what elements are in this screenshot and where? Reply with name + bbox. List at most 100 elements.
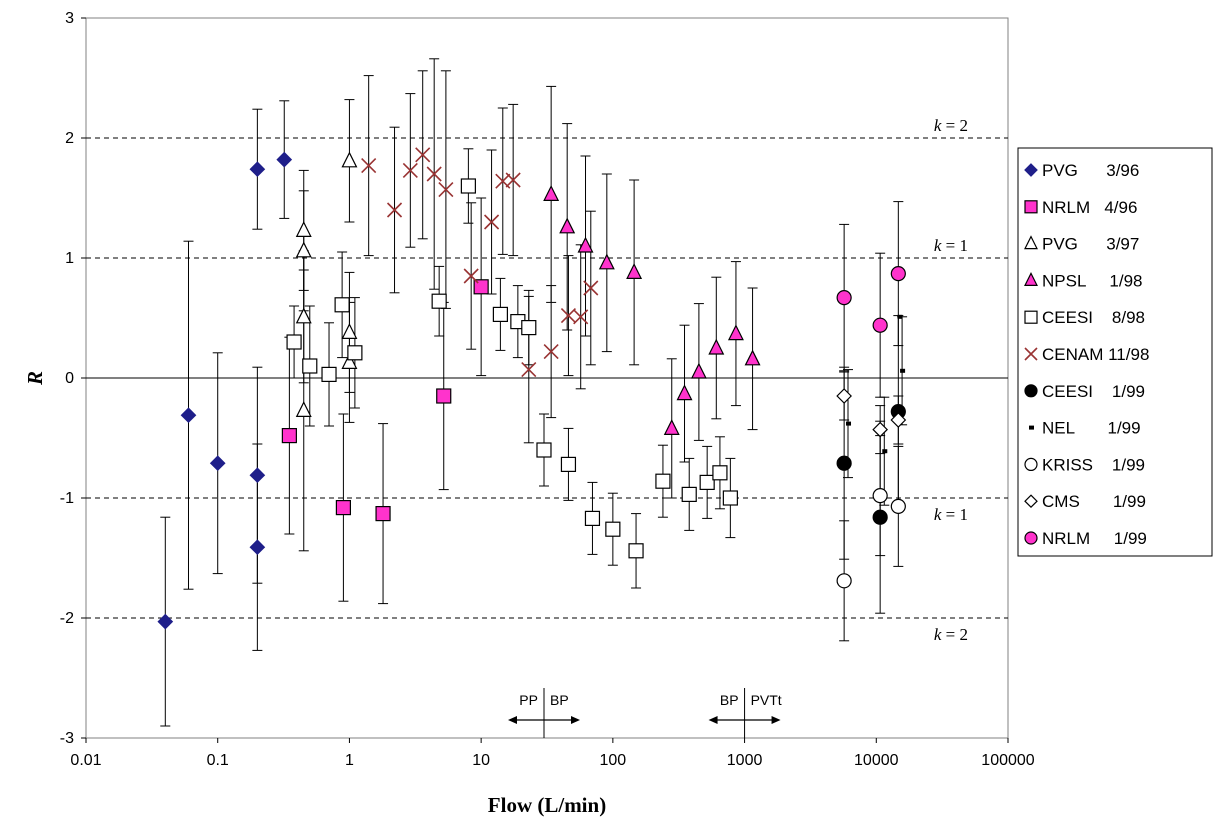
data-point	[744, 349, 761, 366]
data-point	[321, 366, 337, 382]
data-point	[836, 388, 852, 404]
y-tick-label: 1	[65, 250, 74, 267]
k-label-symbol: k	[934, 625, 942, 644]
data-point	[699, 474, 715, 490]
data-point	[209, 455, 226, 472]
x-tick-label: 1	[345, 752, 354, 769]
data-point	[295, 307, 312, 324]
legend-label: NRLM 4/96	[1042, 198, 1137, 217]
legend-label: CENAM 11/98	[1042, 345, 1149, 364]
data-point	[722, 490, 738, 506]
grid-lines	[86, 137, 1008, 619]
data-point	[836, 290, 852, 306]
data-point	[341, 323, 358, 339]
annotation-arrowhead-left	[708, 716, 718, 724]
data-point	[626, 263, 643, 279]
legend-marker	[1029, 425, 1034, 430]
data-point	[900, 368, 906, 373]
data-point	[426, 166, 442, 182]
legend-label: KRISS 1/99	[1042, 455, 1145, 474]
data-point	[577, 236, 594, 253]
data-point	[276, 151, 293, 168]
data-point	[727, 324, 744, 341]
legend-label: NRLM 1/99	[1042, 529, 1147, 548]
data-point	[286, 334, 302, 350]
data-point	[431, 293, 447, 309]
data-point	[676, 384, 693, 401]
legend-label: CEESI 1/99	[1042, 382, 1145, 401]
legend-marker	[1024, 163, 1038, 177]
data-point	[295, 221, 312, 237]
legend-marker	[1024, 272, 1038, 286]
legend-label: NPSL 1/98	[1042, 271, 1142, 290]
data-point	[463, 268, 479, 284]
legend-box	[1017, 147, 1213, 557]
data-point	[897, 314, 903, 319]
data-point	[573, 309, 589, 325]
legend-marker	[1024, 384, 1038, 398]
data-point	[334, 297, 350, 313]
y-tick-label: -2	[60, 610, 74, 627]
data-point	[836, 573, 852, 589]
data-point	[361, 158, 377, 174]
annotation-right-label: BP	[550, 692, 569, 708]
y-axis-title: R	[23, 371, 47, 386]
data-point	[598, 253, 615, 270]
data-point	[281, 428, 297, 444]
legend-marker	[1024, 200, 1038, 214]
annotation-arrowhead-right	[771, 716, 781, 724]
data-point	[712, 465, 728, 481]
k-label-value: = 2	[941, 116, 968, 135]
data-point	[375, 506, 391, 522]
data-point	[436, 388, 452, 404]
y-tick-label: -3	[60, 730, 74, 747]
x-tick-label: 10	[472, 752, 490, 769]
data-point	[708, 338, 725, 355]
k-label-value: = 2	[941, 625, 968, 644]
data-point	[347, 345, 363, 361]
data-point	[335, 500, 352, 516]
y-tick-label: -1	[60, 490, 74, 507]
annotation-left-label: PP	[519, 692, 538, 708]
data-point	[690, 362, 707, 379]
legend-marker	[1024, 457, 1038, 471]
k-label: k = 2	[934, 116, 968, 135]
k-label: k = 1	[934, 505, 968, 524]
data-point	[890, 498, 906, 514]
k-label-symbol: k	[934, 236, 942, 255]
data-point	[655, 473, 671, 489]
data-point	[890, 266, 906, 282]
legend-marker	[1024, 494, 1038, 509]
axis-ticks: -3 -2 -1 0 1 2 3 0.01 0.1 1 10 100 1000 10000 100000	[60, 10, 1035, 769]
data-point	[543, 344, 559, 360]
legend: PVG 3/96 NRLM 4/96 PVG 3/97 NPSL 1/98 CEESI …	[1017, 147, 1213, 557]
regime-annotations: PP BP BP PVTt	[507, 688, 782, 738]
data-point	[180, 407, 197, 424]
x-tick-label: 0.01	[70, 752, 101, 769]
data-point	[882, 449, 888, 454]
data-point	[872, 421, 889, 438]
data-point	[302, 358, 318, 374]
data-point	[872, 317, 888, 333]
data-point	[872, 488, 888, 504]
legend-marker	[1024, 347, 1038, 361]
data-point	[559, 217, 576, 234]
data-point	[628, 543, 644, 559]
data-markers	[157, 147, 907, 630]
data-point	[438, 182, 454, 198]
data-point	[583, 280, 599, 296]
data-point	[415, 147, 431, 163]
legend-label: PVG 3/96	[1042, 161, 1139, 180]
k-label-value: = 1	[941, 236, 968, 255]
data-point	[249, 467, 266, 484]
data-point	[484, 214, 500, 230]
data-point	[505, 172, 521, 188]
data-point	[560, 308, 577, 324]
k-label-value: = 1	[941, 505, 968, 524]
data-point	[560, 456, 577, 472]
x-tick-label: 100	[600, 752, 627, 769]
x-tick-label: 10000	[854, 752, 899, 769]
x-tick-label: 0.1	[207, 752, 229, 769]
k-label-symbol: k	[934, 116, 942, 135]
